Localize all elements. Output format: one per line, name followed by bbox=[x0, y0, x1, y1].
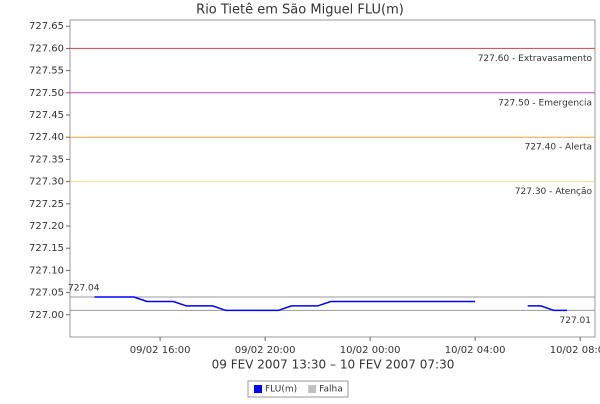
y-tick-label: 727.25 bbox=[29, 199, 64, 210]
x-axis-label: 09 FEV 2007 13:30 – 10 FEV 2007 07:30 bbox=[212, 358, 455, 372]
series-line bbox=[527, 305, 567, 312]
y-tick-label: 727.60 bbox=[29, 43, 64, 54]
legend-swatch bbox=[308, 385, 317, 393]
x-tick-label: 10/02 00:00 bbox=[340, 345, 401, 356]
chart-title: Rio Tietê em São Miguel FLU(m) bbox=[196, 3, 404, 18]
legend-box bbox=[247, 380, 349, 398]
y-tick-label: 727.15 bbox=[29, 243, 64, 254]
x-tick-label: 09/02 20:00 bbox=[235, 345, 296, 356]
y-tick-label: 727.50 bbox=[29, 88, 64, 99]
plot-area bbox=[69, 19, 596, 338]
x-tick-label: 10/02 04:00 bbox=[445, 345, 506, 356]
y-tick-label: 727.65 bbox=[29, 21, 64, 32]
x-tick-label: 10/02 08:00 bbox=[550, 345, 600, 356]
threshold-label: 727.40 - Alerta bbox=[525, 143, 592, 153]
y-tick-label: 727.45 bbox=[29, 110, 64, 121]
x-tick-label: 09/02 16:00 bbox=[130, 345, 191, 356]
legend-label: Falha bbox=[319, 385, 343, 395]
y-tick-label: 727.10 bbox=[29, 265, 64, 276]
y-tick-label: 727.20 bbox=[29, 221, 64, 232]
y-tick-label: 727.40 bbox=[29, 132, 64, 143]
threshold-label: 727.50 - Emergencia bbox=[498, 98, 592, 108]
y-tick-label: 727.55 bbox=[29, 66, 64, 77]
annotation: 727.01 bbox=[560, 316, 592, 326]
threshold-label: 727.60 - Extravasamento bbox=[478, 54, 593, 64]
y-tick-label: 727.05 bbox=[29, 288, 64, 299]
y-tick-label: 727.35 bbox=[29, 154, 64, 165]
legend-swatch bbox=[254, 385, 262, 393]
y-tick-label: 727.30 bbox=[29, 177, 64, 188]
annotation: 727.04 bbox=[68, 284, 100, 294]
legend-label: FLU(m) bbox=[265, 385, 297, 395]
threshold-label: 727.30 - Atenção bbox=[515, 187, 593, 197]
y-tick-label: 727.00 bbox=[29, 310, 64, 321]
series-line bbox=[94, 296, 476, 312]
